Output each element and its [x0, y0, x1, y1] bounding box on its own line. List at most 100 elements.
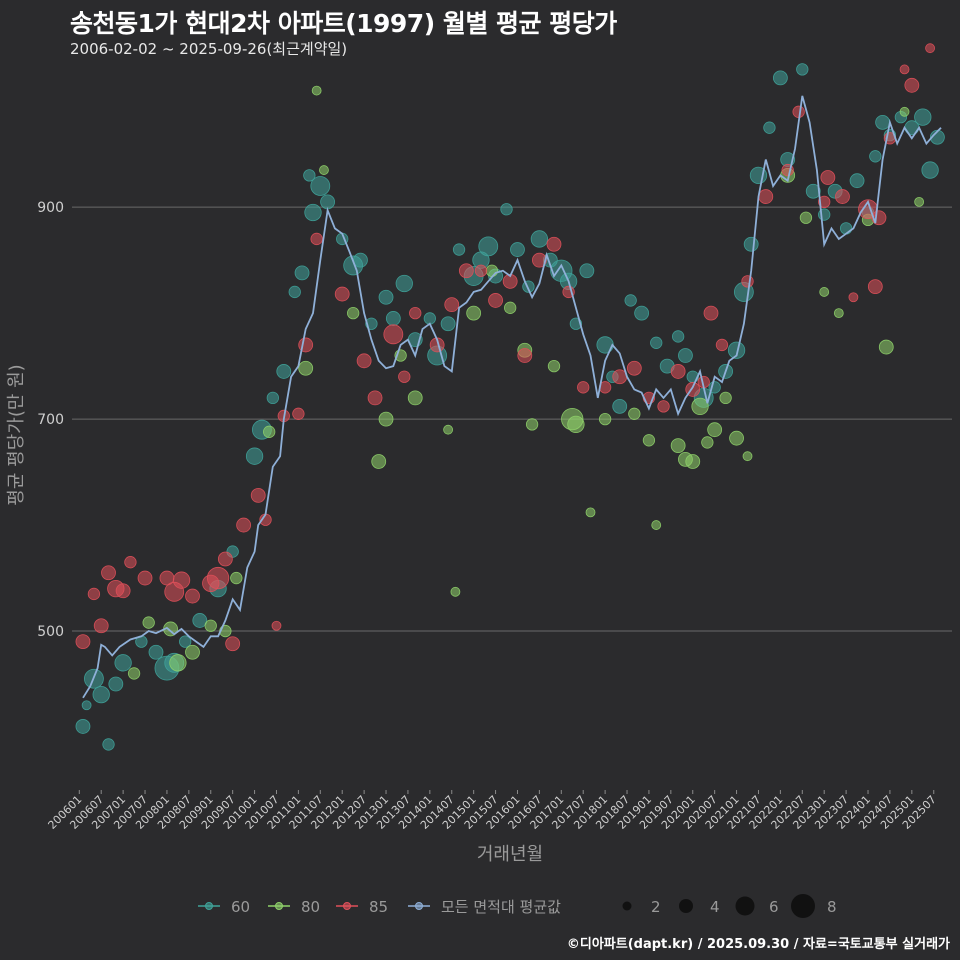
data-point-60: [378, 289, 394, 305]
legend-label: 60: [231, 898, 250, 916]
x-tick-labels: 2006012006072007012007072008012008072009…: [46, 790, 939, 832]
legend-size-dot: [791, 894, 815, 918]
data-point-80: [347, 306, 360, 320]
data-point-60: [440, 316, 456, 332]
data-point-60: [108, 676, 124, 692]
data-point-60: [81, 700, 92, 711]
data-point-80: [878, 339, 894, 355]
legend-size-label: 8: [827, 898, 837, 916]
data-point-60: [624, 294, 637, 307]
data-point-80: [485, 264, 499, 277]
legend-size-label: 4: [710, 898, 720, 916]
data-point-80: [642, 434, 656, 447]
data-point-85: [820, 170, 836, 185]
data-point-80: [443, 424, 453, 435]
data-point-60: [875, 114, 891, 130]
data-point-85: [409, 306, 422, 320]
data-point-85: [271, 620, 282, 631]
data-point-60: [266, 391, 279, 405]
y-tick-label: 900: [37, 200, 64, 216]
data-point-85: [517, 348, 533, 363]
data-point-60: [869, 150, 882, 163]
data-point-85: [577, 381, 590, 394]
data-point-80: [729, 430, 744, 446]
data-point-85: [904, 77, 920, 93]
data-point-85: [531, 252, 547, 268]
data-point-60: [579, 263, 595, 279]
data-point-80: [525, 418, 539, 431]
data-point-85: [925, 43, 935, 54]
legend-swatch-dot: [415, 902, 423, 910]
data-point-85: [715, 338, 729, 352]
data-point-85: [310, 232, 323, 246]
data-point-80: [585, 507, 596, 518]
chart-subtitle: 2006-02-02 ~ 2025-09-26(최근계약일): [70, 40, 348, 58]
data-point-85: [741, 275, 754, 288]
data-point-80: [899, 106, 910, 117]
data-point-85: [670, 364, 686, 379]
data-point-80: [311, 85, 322, 96]
data-point-80: [701, 436, 714, 449]
data-point-60: [772, 70, 788, 86]
data-point-80: [628, 407, 641, 420]
data-point-80: [298, 360, 314, 376]
data-point-85: [867, 279, 883, 295]
legend-size-dot: [735, 896, 755, 916]
data-point-80: [127, 667, 141, 680]
data-point-80: [504, 301, 517, 314]
data-point-60: [395, 274, 413, 293]
data-point-85: [93, 618, 109, 634]
data-point-85: [124, 556, 137, 569]
data-point-85: [172, 571, 191, 589]
data-point-60: [596, 336, 614, 354]
legend-swatch-dot: [343, 902, 351, 910]
data-point-60: [612, 398, 628, 414]
data-point-60: [75, 719, 91, 734]
data-point-85: [137, 570, 153, 586]
data-point-80: [742, 451, 753, 462]
data-point-85: [444, 297, 460, 313]
data-point-60: [634, 305, 650, 321]
data-point-85: [657, 400, 670, 413]
data-point-85: [87, 587, 101, 601]
data-point-60: [288, 285, 301, 299]
data-point-60: [763, 121, 776, 134]
data-point-85: [206, 566, 230, 590]
legend-swatch-dot: [205, 902, 213, 910]
data-point-60: [92, 685, 110, 704]
footer-credit: ©디아파트(dapt.kr) / 2025.09.30 / 자료=국토교통부 실…: [566, 937, 950, 952]
data-point-80: [371, 454, 387, 469]
data-point-85: [758, 189, 774, 204]
data-point-60: [796, 63, 809, 76]
data-point-85: [899, 64, 910, 75]
data-point-60: [727, 341, 746, 359]
data-point-80: [567, 415, 585, 434]
data-point-80: [719, 391, 732, 405]
data-point-60: [678, 348, 693, 363]
data-point-60: [304, 203, 322, 222]
data-point-60: [102, 738, 115, 751]
data-point-85: [367, 390, 383, 406]
data-point-85: [383, 324, 404, 345]
data-point-80: [169, 654, 187, 672]
y-tick-label: 700: [37, 412, 64, 428]
data-point-80: [450, 586, 461, 597]
data-point-60: [310, 176, 331, 196]
data-point-60: [500, 203, 513, 216]
data-point-60: [276, 364, 292, 379]
data-point-60: [320, 194, 336, 210]
data-point-80: [670, 438, 686, 453]
data-point-60: [839, 222, 853, 235]
data-point-60: [671, 330, 685, 343]
legend: 60 80 85 모든 면적대 평균값 2 4 6 8: [198, 894, 837, 918]
data-point-85: [236, 517, 252, 533]
data-point-85: [458, 263, 474, 279]
data-point-80: [833, 308, 844, 319]
data-point-85: [292, 407, 305, 420]
average-line-group: [82, 95, 942, 699]
legend-label: 85: [369, 898, 388, 916]
data-point-60: [743, 236, 759, 252]
data-point-80: [142, 616, 155, 629]
y-axis-label: 평균 평당가(만 원): [6, 364, 27, 505]
